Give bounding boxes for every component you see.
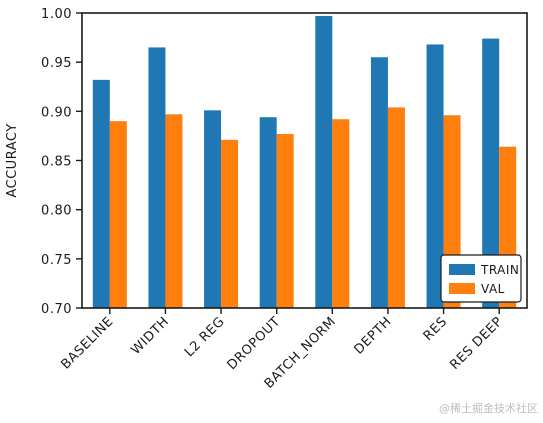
bar-val-2 — [221, 139, 239, 308]
y-tick-label-0: 0.70 — [41, 302, 72, 317]
watermark-text: @稀土掘金技术社区 — [439, 401, 538, 415]
legend-swatch-val — [449, 283, 475, 294]
y-tick-label-5: 0.95 — [41, 56, 72, 71]
bar-val-3 — [276, 133, 294, 308]
legend: TRAIN VAL — [440, 254, 522, 303]
bar-train-0 — [92, 79, 110, 308]
y-axis: 0.70 0.75 0.80 0.85 0.90 0.95 1.00 — [41, 7, 82, 317]
bar-val-5 — [387, 107, 405, 309]
bar-val-1 — [165, 114, 183, 309]
y-tick-label-3: 0.85 — [41, 155, 72, 170]
bar-train-4 — [315, 15, 333, 308]
y-tick-label-2: 0.80 — [41, 204, 72, 219]
bar-train-6 — [426, 44, 444, 308]
bar-train-3 — [259, 117, 277, 308]
y-tick-label-1: 0.75 — [41, 253, 72, 268]
bar-val-4 — [332, 119, 350, 308]
legend-swatch-train — [449, 264, 475, 275]
bar-train-5 — [370, 57, 388, 308]
bars-group — [92, 15, 517, 309]
legend-label-train: TRAIN — [480, 263, 519, 277]
bar-train-2 — [204, 110, 222, 308]
bar-train-7 — [482, 38, 500, 309]
y-tick-label-6: 1.00 — [41, 7, 72, 22]
bar-train-1 — [148, 47, 166, 309]
y-axis-label: ACCURACY — [5, 123, 20, 197]
legend-label-val: VAL — [481, 282, 505, 296]
y-tick-label-4: 0.90 — [41, 105, 72, 120]
bar-val-0 — [109, 121, 127, 309]
